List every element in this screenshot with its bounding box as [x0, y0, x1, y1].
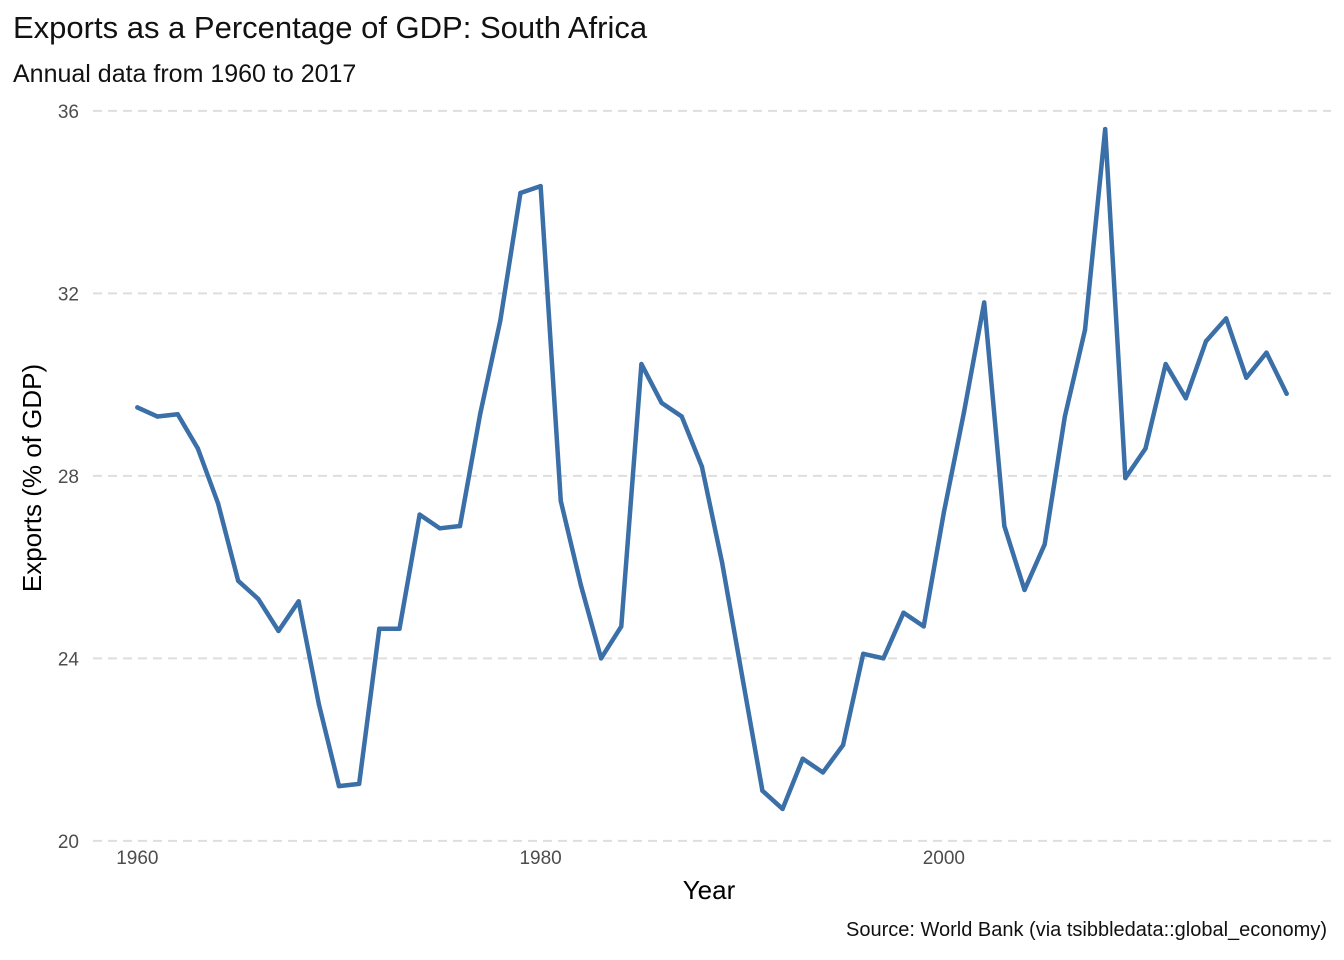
data-point-1969 — [316, 701, 322, 707]
data-point-2007 — [1082, 327, 1088, 333]
data-point-2002 — [982, 300, 987, 305]
data-point-1985 — [639, 361, 644, 367]
data-point-2017 — [1284, 391, 1289, 396]
data-point-1965 — [235, 578, 241, 583]
grid-layer — [93, 109, 1331, 842]
chart-caption: Source: World Bank (via tsibbledata::glo… — [846, 919, 1327, 941]
data-point-1973 — [397, 626, 402, 631]
data-point-2016 — [1264, 350, 1269, 355]
data-point-1996 — [861, 651, 866, 656]
data-point-1984 — [619, 624, 624, 629]
data-point-1991 — [760, 788, 765, 793]
x-axis-title: Year — [683, 875, 736, 905]
y-axis-ticks: 20 24 28 32 36 — [58, 102, 80, 853]
data-point-2004 — [1022, 587, 1027, 593]
data-point-2001 — [961, 409, 967, 415]
x-tick-label: 1960 — [116, 848, 158, 869]
y-tick-label: 32 — [58, 284, 79, 305]
data-point-1972 — [377, 626, 382, 631]
data-point-2003 — [1002, 523, 1007, 529]
data-point-2000 — [941, 510, 947, 515]
exports-series-line — [135, 126, 1289, 812]
chart-subtitle: Annual data from 1960 to 2017 — [13, 60, 357, 88]
data-point-1995 — [840, 742, 846, 748]
data-point-2009 — [1123, 475, 1128, 481]
y-tick-label: 24 — [58, 649, 80, 670]
data-point-2008 — [1102, 126, 1108, 132]
data-point-2005 — [1042, 542, 1047, 547]
data-point-1981 — [558, 498, 563, 504]
data-point-1976 — [457, 523, 463, 529]
data-point-1974 — [417, 512, 422, 517]
data-point-1997 — [881, 656, 886, 661]
data-point-1977 — [477, 412, 483, 417]
data-point-1993 — [800, 756, 805, 761]
data-points — [135, 126, 1289, 812]
data-point-2010 — [1143, 446, 1148, 451]
data-point-1980 — [538, 183, 543, 189]
data-point-1978 — [498, 318, 503, 323]
data-point-1990 — [740, 674, 745, 679]
data-point-1961 — [155, 414, 160, 419]
chart-title: Exports as a Percentage of GDP: South Af… — [13, 10, 648, 45]
data-point-1998 — [901, 610, 906, 615]
data-point-1968 — [296, 599, 301, 604]
data-point-1966 — [256, 596, 261, 602]
data-point-2006 — [1062, 414, 1068, 419]
data-point-1967 — [276, 628, 281, 634]
data-point-2011 — [1163, 361, 1168, 367]
data-point-1983 — [598, 656, 604, 661]
x-tick-label: 1980 — [519, 848, 561, 869]
data-point-1975 — [437, 526, 442, 531]
data-point-2012 — [1183, 396, 1189, 401]
y-axis-title: Exports (% of GDP) — [17, 364, 47, 592]
data-point-1992 — [780, 806, 785, 812]
data-point-1987 — [679, 414, 684, 419]
x-axis-ticks: 1960 1980 2000 — [116, 848, 965, 869]
data-point-1994 — [820, 770, 826, 775]
data-point-2015 — [1244, 375, 1249, 380]
x-tick-label: 2000 — [923, 848, 965, 869]
data-point-2014 — [1223, 316, 1229, 321]
data-point-2013 — [1203, 339, 1209, 344]
data-point-1999 — [921, 624, 926, 629]
y-tick-label: 36 — [58, 102, 79, 123]
data-point-1989 — [719, 560, 725, 565]
data-point-1963 — [195, 446, 201, 451]
data-point-1960 — [135, 405, 140, 410]
data-point-1971 — [356, 781, 362, 787]
data-point-1962 — [175, 412, 180, 417]
data-point-1979 — [518, 190, 523, 196]
data-point-1988 — [699, 464, 705, 469]
data-point-1982 — [578, 583, 584, 588]
y-tick-label: 28 — [58, 467, 79, 488]
data-point-1970 — [336, 783, 342, 789]
y-tick-label: 20 — [58, 832, 79, 853]
data-point-1986 — [659, 400, 664, 406]
data-point-1964 — [215, 501, 221, 506]
